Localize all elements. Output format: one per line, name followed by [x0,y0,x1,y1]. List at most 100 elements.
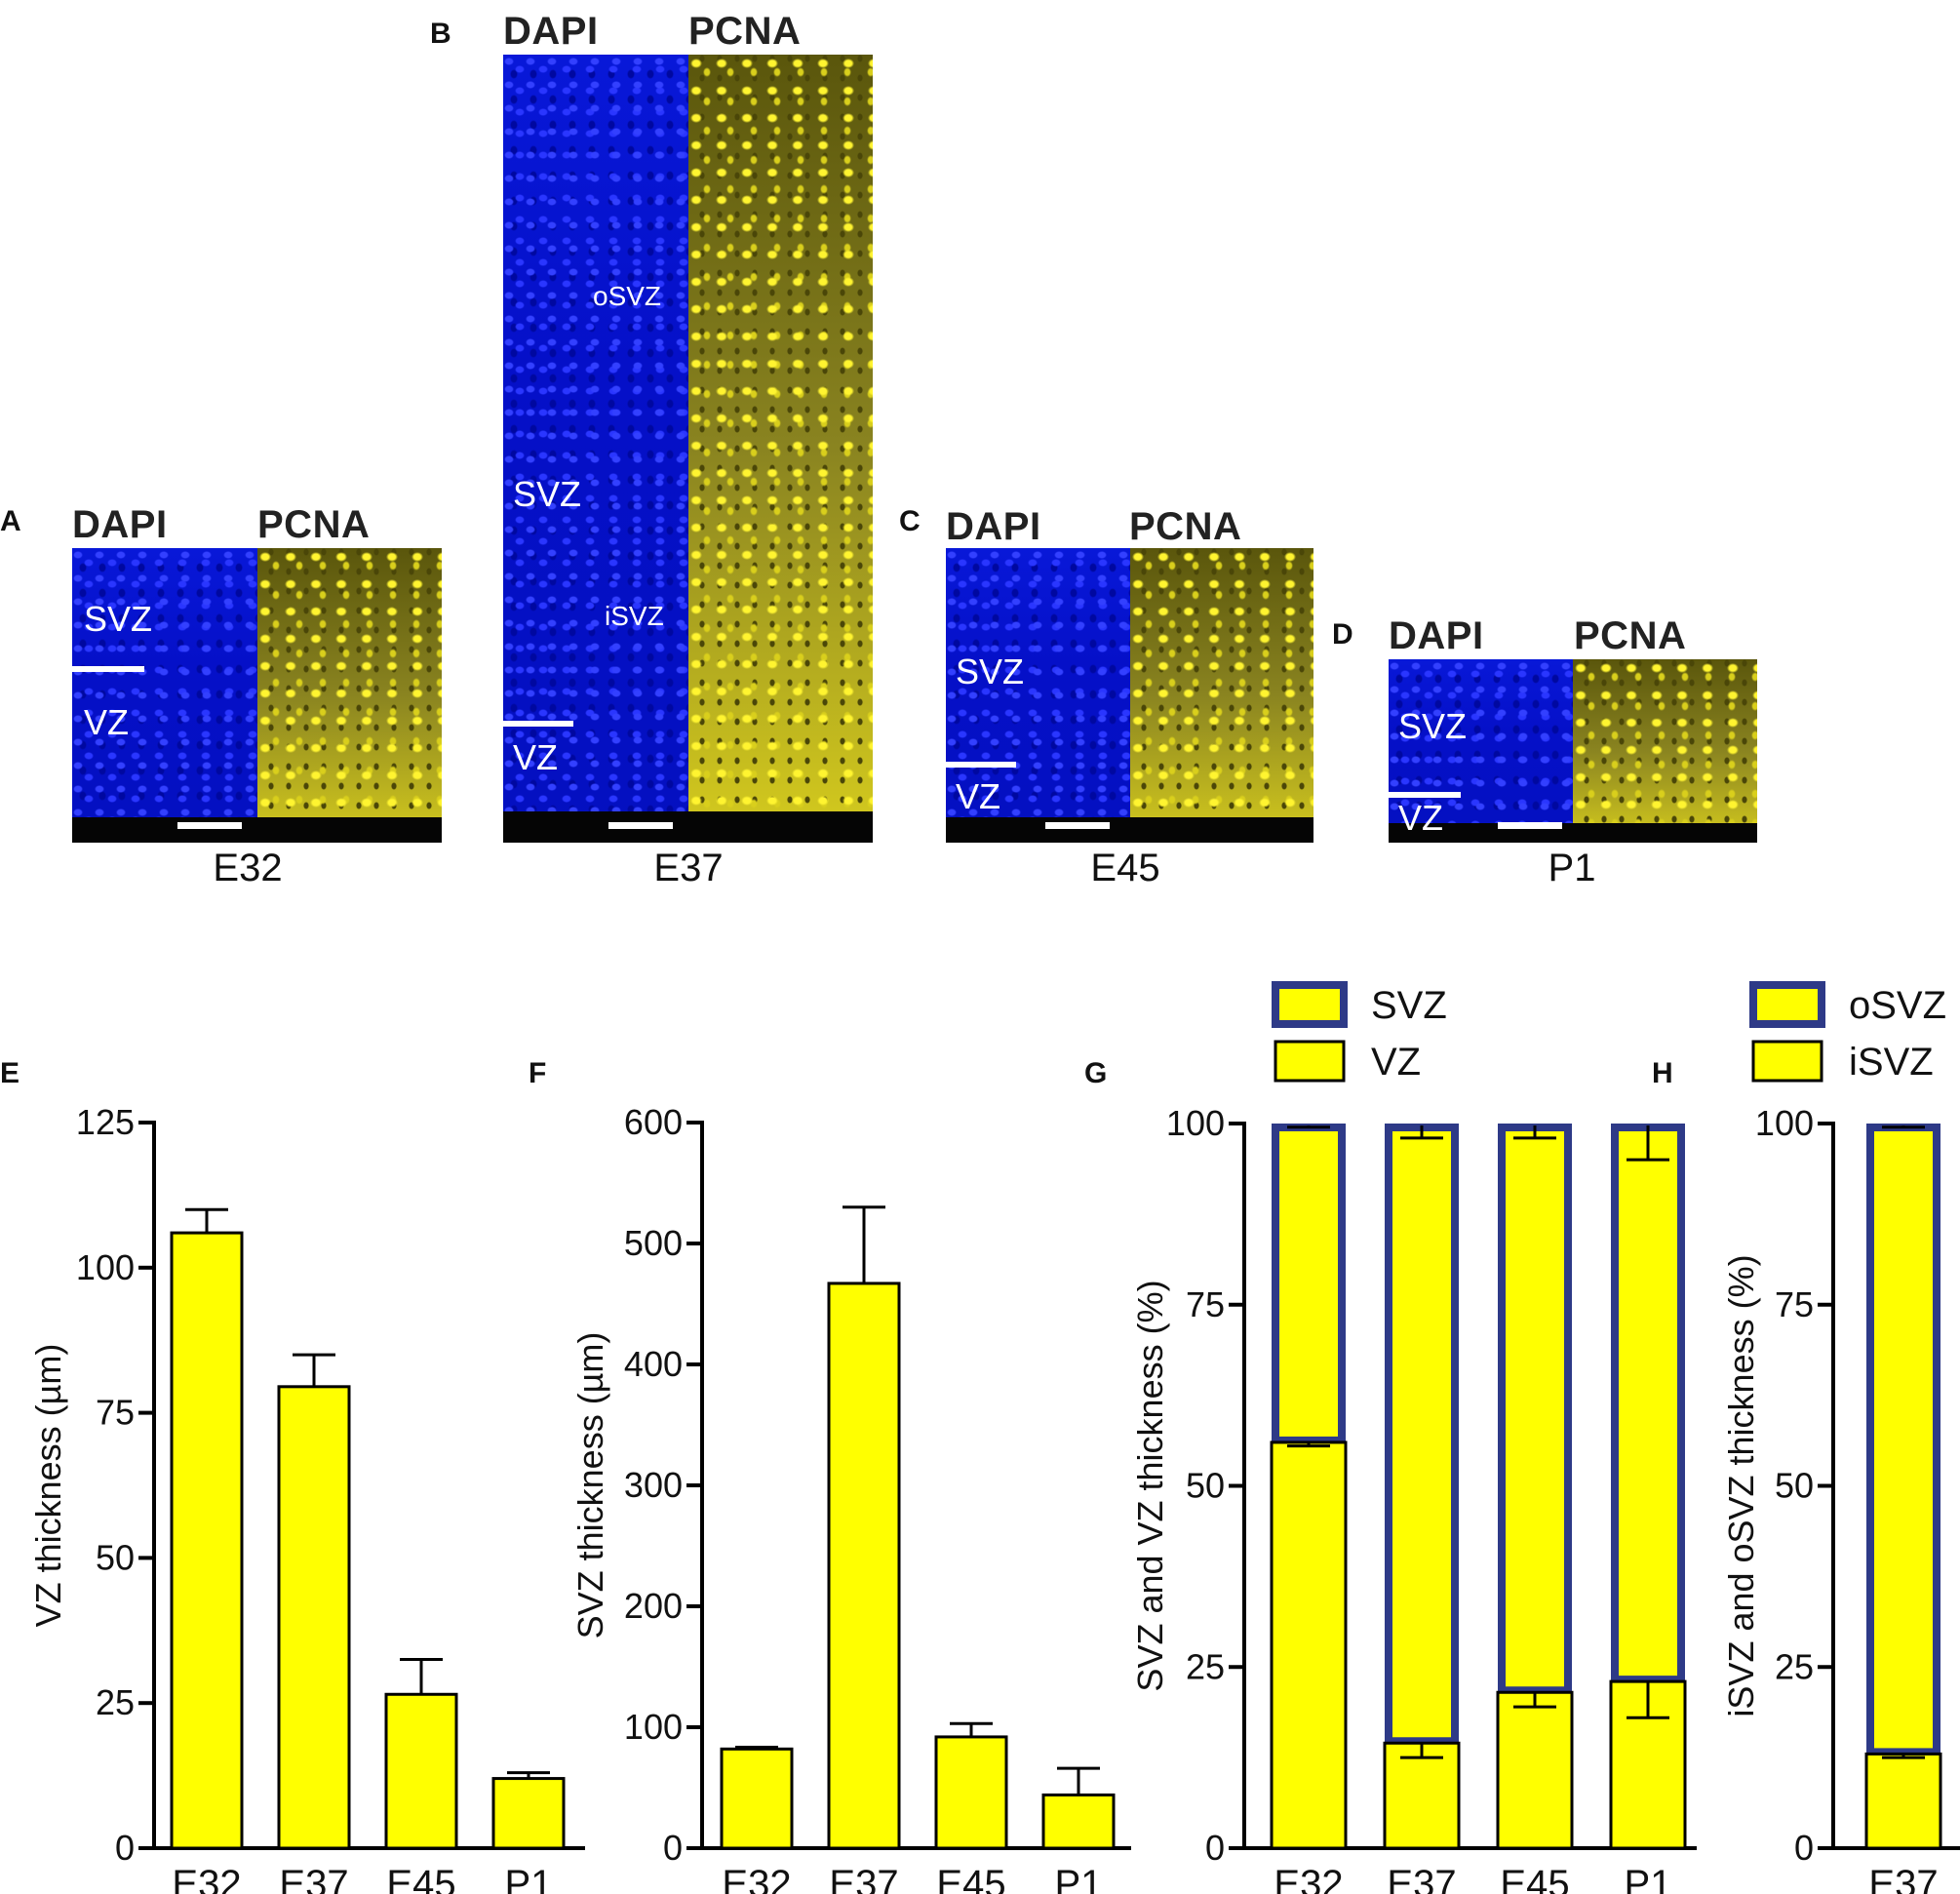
x-tick-label: P1 [1625,1863,1672,1894]
channel-label-pcna: PCNA [1574,614,1687,657]
panel-label-a: A [0,505,21,537]
pcna-channel [687,55,873,843]
zone-label-svz: SVZ [956,651,1025,691]
y-axis-label: SVZ thickness (µm) [570,1332,610,1639]
bar-SVZ-P1 [1611,1124,1685,1684]
zone-label-svz: SVZ [84,599,153,639]
chart-f-svz-thickness: 0 100 200 300 400 500 600 SVZ thickness (µm) E32… [570,1102,1131,1894]
y-tick-label: 300 [624,1465,683,1505]
legend-swatch-VZ [1274,1040,1346,1083]
chart-h-isvz-osvz-percent: 0 25 50 75 100 iSVZ and oSVZ thickness (%) E37… [1721,981,1960,1894]
bar-iSVZ-E37 [1864,1752,1942,1850]
y-tick-label: 400 [624,1344,683,1384]
dapi-channel [946,548,1130,843]
y-tick-label: 100 [76,1247,135,1287]
stage-label-e37: E37 [653,847,724,889]
bar-E45 [934,1735,1008,1850]
x-tick-label: P1 [1055,1863,1103,1894]
micrograph-e32: SVZ VZ [72,548,442,843]
channel-label-pcna: PCNA [1129,505,1242,548]
y-tick-label: 600 [624,1102,683,1142]
y-tick-label: 100 [1755,1103,1814,1143]
panel-label-c: C [899,505,921,537]
x-tick-label: E32 [172,1863,241,1894]
micrograph-e45: SVZ VZ [946,548,1313,843]
channel-label-dapi: DAPI [503,10,599,53]
zone-label-vz: VZ [956,776,1001,816]
micrograph-p1: SVZ VZ [1389,659,1757,843]
bar-SVZ-E45 [1498,1124,1572,1695]
channel-label-pcna: PCNA [257,503,371,546]
bar-SVZ-E37 [1385,1124,1459,1746]
panel-label-b: B [430,18,451,50]
zone-label-vz: VZ [84,702,130,742]
bar-VZ-E37 [1383,1741,1461,1850]
x-tick-label: E32 [722,1863,791,1894]
y-tick-label: 100 [624,1707,683,1747]
panel-label-h: H [1652,1057,1673,1089]
bar-E32 [720,1747,794,1850]
zone-label-isvz: iSVZ [605,601,664,631]
legend-swatch-iSVZ [1751,1040,1823,1083]
y-tick-label: 25 [1186,1646,1225,1686]
y-tick-label: 50 [96,1537,135,1577]
pcna-channel [1573,659,1757,843]
zone-label-vz: VZ [513,737,559,777]
y-axis-label: VZ thickness (µm) [28,1344,68,1628]
bar-oSVZ-E37 [1866,1124,1940,1756]
panel-label-g: G [1084,1057,1108,1089]
channel-label-dapi: DAPI [72,503,168,546]
y-tick-label: 0 [663,1828,683,1868]
pcna-channel [1129,548,1313,843]
y-tick-label: 75 [96,1393,135,1433]
y-tick-label: 100 [1166,1103,1225,1143]
x-tick-label: E45 [386,1863,455,1894]
bar-SVZ-E32 [1272,1124,1346,1444]
scale-bar [608,822,673,829]
y-tick-label: 75 [1186,1284,1225,1324]
legend-label-SVZ: SVZ [1371,984,1447,1027]
bar-E45 [384,1692,458,1850]
y-tick-label: 125 [76,1102,135,1142]
dapi-channel [72,548,257,843]
bar-VZ-E32 [1270,1440,1348,1850]
panel-label-e: E [0,1057,20,1089]
panel-label-d: D [1332,618,1353,651]
stage-label-e45: E45 [1090,847,1160,889]
y-axis-label: iSVZ and oSVZ thickness (%) [1721,1254,1761,1716]
legend-label-VZ: VZ [1371,1041,1421,1084]
zone-boundary-line [72,666,144,672]
chart-g-svz-vz-percent: 0 25 50 75 100 SVZ and VZ thickness (%) E32 E37… [1130,981,1697,1894]
y-tick-label: 0 [1205,1828,1225,1868]
dapi-channel [503,55,688,843]
x-tick-label: E37 [1868,1863,1938,1894]
micrograph-e37: oSVZ SVZ iSVZ VZ [503,55,873,843]
zone-label-svz: SVZ [1398,706,1468,746]
scale-bar [177,822,242,829]
pcna-channel [256,548,442,843]
bar-E37 [277,1385,351,1850]
stage-label-p1: P1 [1548,847,1596,889]
legend-label-iSVZ: iSVZ [1849,1041,1934,1084]
zone-boundary-line [946,762,1016,768]
x-tick-label: E45 [936,1863,1005,1894]
y-tick-label: 25 [1775,1646,1814,1686]
x-tick-label: E37 [279,1863,348,1894]
scale-bar [1498,822,1562,829]
x-tick-label: P1 [505,1863,553,1894]
channel-label-pcna: PCNA [688,10,802,53]
stage-label-e32: E32 [213,847,283,889]
zone-label-osvz: oSVZ [593,281,662,311]
panel-label-f: F [529,1057,547,1089]
x-tick-label: E32 [1274,1863,1343,1894]
legend-label-oSVZ: oSVZ [1849,984,1946,1027]
y-tick-label: 500 [624,1223,683,1263]
y-tick-label: 200 [624,1586,683,1626]
y-tick-label: 50 [1186,1466,1225,1506]
x-tick-label: E45 [1500,1863,1569,1894]
bar-E37 [827,1282,901,1850]
y-tick-label: 0 [115,1828,135,1868]
channel-label-dapi: DAPI [946,505,1041,548]
zone-boundary-line [503,721,573,727]
